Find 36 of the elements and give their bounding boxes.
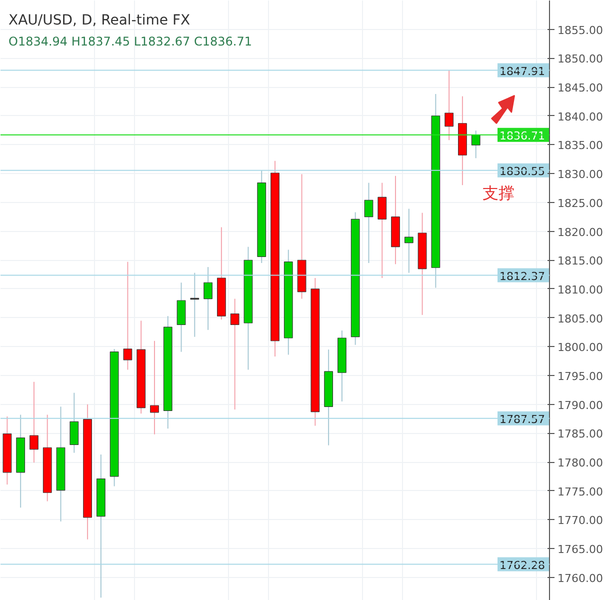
y-tick-label: 1795.00 <box>558 370 603 383</box>
y-tick-label: 1825.00 <box>558 196 603 210</box>
candlestick <box>150 340 159 435</box>
y-tick-label: 1775.00 <box>558 485 603 498</box>
candlestick <box>364 182 374 264</box>
candlestick <box>204 266 212 330</box>
ref-line-label: 1812.37 <box>500 270 545 283</box>
candlestick <box>471 130 480 159</box>
y-tick-label: 1830.00 <box>558 168 603 182</box>
y-tick-label: 1835.00 <box>558 139 603 152</box>
y-tick-label: 1785.00 <box>558 428 603 441</box>
text: O1834.94 H1837.45 L1832.67 C1836.71 <box>8 34 252 48</box>
candlestick <box>444 70 454 141</box>
candlestick <box>378 182 387 278</box>
y-tick-label: 1770.00 <box>558 514 603 528</box>
candlestick <box>230 298 240 410</box>
candlestick <box>123 261 132 370</box>
y-tick-label: 1820.00 <box>558 226 603 239</box>
y-tick-label: 1815.00 <box>558 254 603 268</box>
ref-line-label: 1847.91 <box>500 64 545 78</box>
y-tick-label: 1780.00 <box>558 456 603 470</box>
y-tick-label: 1845.00 <box>558 82 603 95</box>
y-tick-label: 1790.00 <box>558 398 603 412</box>
y-tick-label: 1805.00 <box>558 312 603 326</box>
annotation: 支撑 <box>482 184 514 202</box>
text: XAU/USD, D, Real-time FX <box>8 12 190 28</box>
y-tick-label: 1850.00 <box>558 52 603 66</box>
y-tick-label: 1760.00 <box>558 572 603 585</box>
candlestick <box>404 208 414 274</box>
y-tick-label: 1855.00 <box>558 24 603 37</box>
y-tick-label: 1810.00 <box>558 283 603 296</box>
candlestick <box>30 381 38 464</box>
candlestick <box>70 392 79 454</box>
y-tick-label: 1840.00 <box>558 110 603 124</box>
y-tick-label: 1800.00 <box>558 341 603 354</box>
y-tick-label: 1765.00 <box>558 543 603 556</box>
